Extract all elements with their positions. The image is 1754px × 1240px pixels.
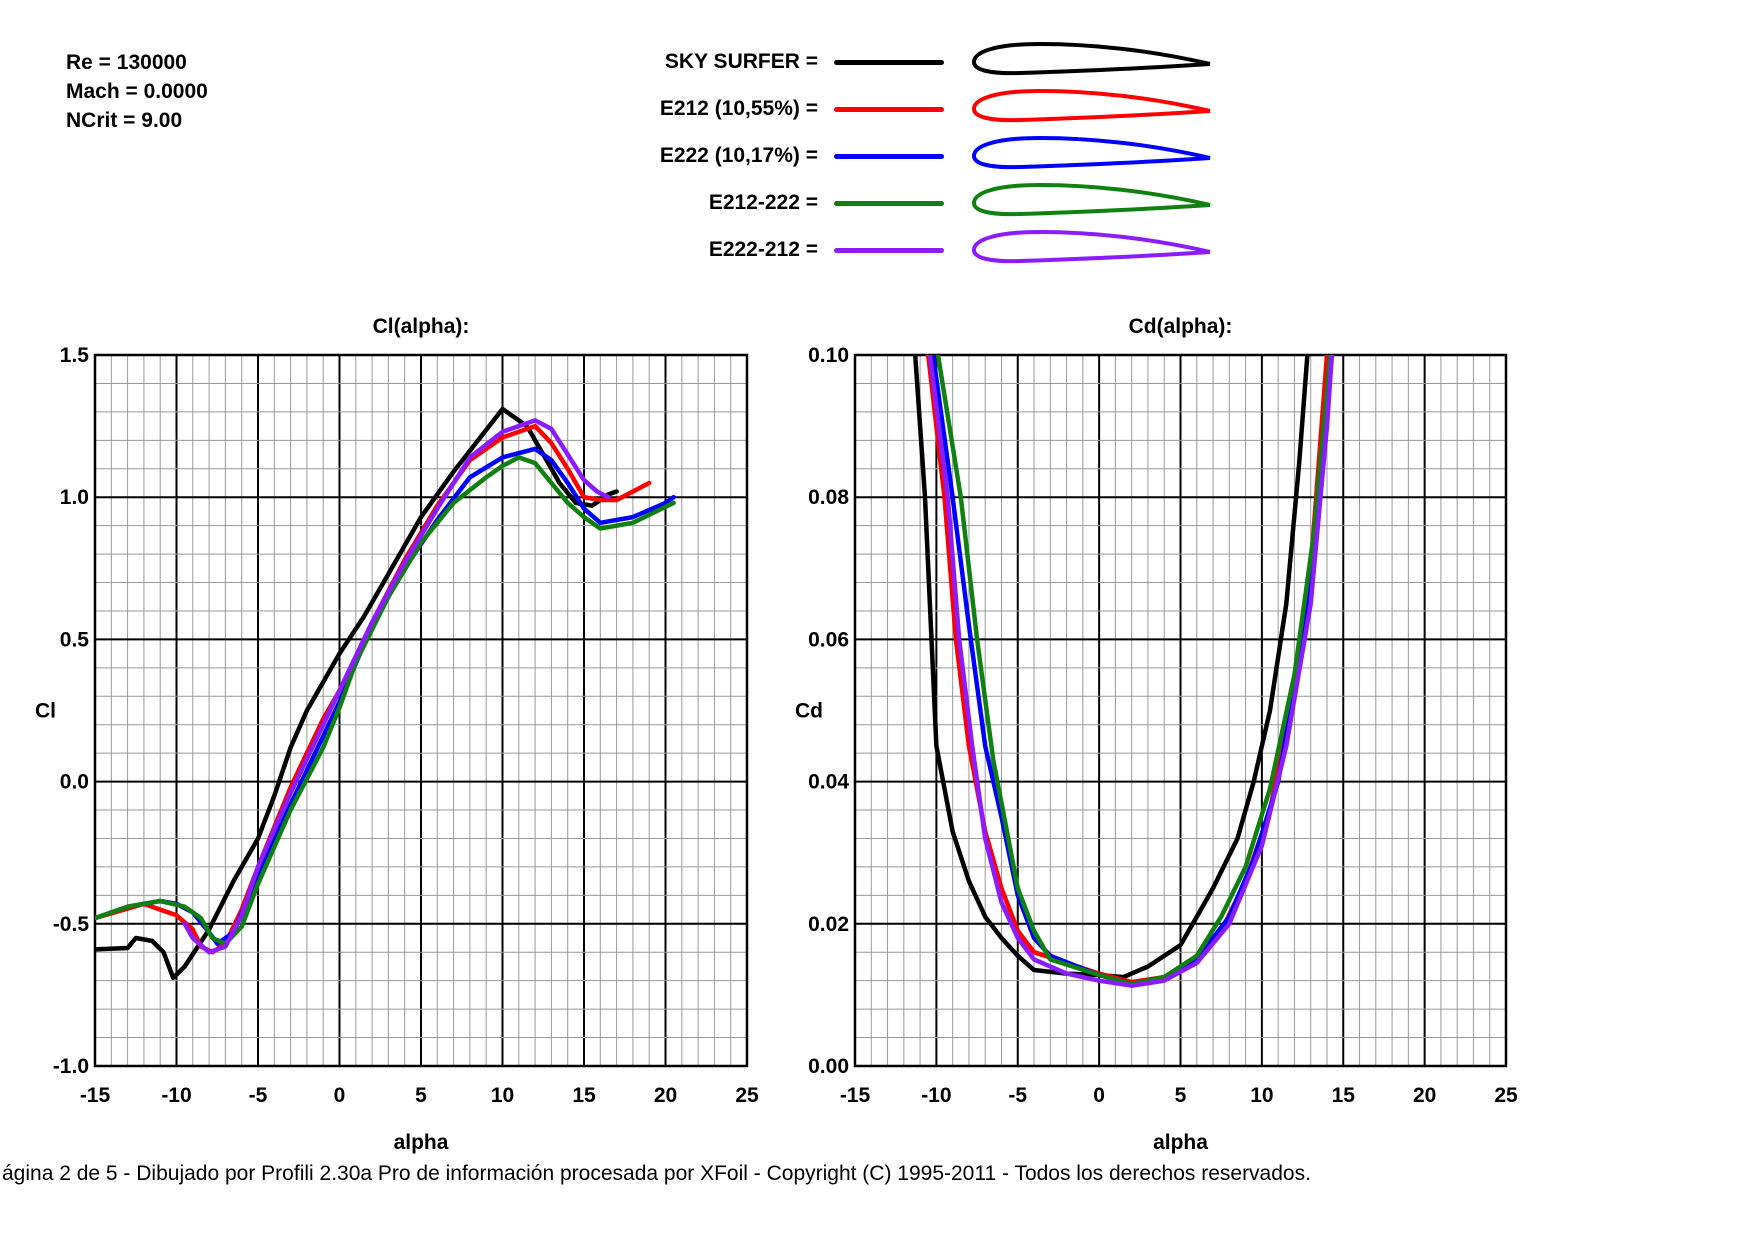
x-tick-label: 0	[1093, 1084, 1105, 1107]
y-tick-label: 0.08	[808, 486, 849, 509]
cl-alpha-chart: -15 -10 -5 0 5 10 15 20 25 1.5 1.0 0.5 0.0 -0.5 -1.0 Cl…	[35, 315, 759, 1154]
chart-title: Cl(alpha):	[373, 315, 470, 338]
y-tick-label: 1.0	[60, 486, 89, 509]
legend-label: E212-222 =	[708, 191, 818, 214]
run-parameters: Re = 130000 Mach = 0.0000 NCrit = 9.00	[66, 48, 208, 135]
airfoil-profile-icon	[971, 230, 1211, 264]
legend-line-swatch	[834, 248, 944, 253]
x-tick-label: -10	[921, 1084, 951, 1107]
legend-line-swatch	[834, 154, 944, 159]
airfoil-profile-icon	[971, 136, 1211, 170]
y-tick-label: 0.5	[60, 628, 90, 651]
legend-label: E212 (10,55%) =	[659, 97, 818, 120]
legend-line-swatch	[834, 107, 944, 112]
mach-number: Mach = 0.0000	[66, 80, 208, 103]
x-tick-label: 10	[1250, 1084, 1273, 1107]
airfoil-profile-icon	[971, 42, 1211, 76]
cd-alpha-chart: -15 -10 -5 0 5 10 15 20 25 0.10 0.08 0.06 0.04 0.02 0.…	[795, 315, 1518, 1154]
x-tick-label: 25	[735, 1084, 759, 1107]
airfoil-profile-icon	[971, 89, 1211, 123]
legend-entry: SKY SURFER =	[560, 42, 1260, 82]
y-tick-label: -1.0	[53, 1055, 89, 1078]
series-line-e212-222	[935, 355, 1333, 987]
x-tick-label: 5	[1175, 1084, 1187, 1107]
reynolds-number: Re = 130000	[66, 51, 187, 74]
plot-frame	[93, 353, 749, 1068]
legend-entry: E222-212 =	[560, 230, 1260, 270]
legend-entry: E212 (10,55%) =	[560, 89, 1260, 129]
y-tick-label: -0.5	[53, 913, 90, 936]
legend-entry: E212-222 =	[560, 183, 1260, 223]
y-tick-label: 1.5	[60, 344, 90, 367]
legend-entry: E222 (10,17%) =	[560, 136, 1260, 176]
series-line-e212-222	[95, 455, 676, 946]
y-tick-label: 0.00	[808, 1055, 849, 1078]
y-axis-label: Cl	[35, 700, 56, 723]
x-axis-label: alpha	[1153, 1131, 1208, 1154]
series-line-e222-212	[927, 355, 1335, 988]
x-tick-label: -10	[161, 1084, 191, 1107]
plot-frame	[853, 353, 1508, 1068]
x-tick-label: -15	[80, 1084, 111, 1107]
x-tick-label: 20	[654, 1084, 677, 1107]
legend-label: E222-212 =	[708, 238, 818, 261]
y-axis-label: Cd	[795, 700, 823, 723]
x-tick-label: 15	[572, 1084, 596, 1107]
series-line-e212	[925, 355, 1330, 985]
x-tick-label: 20	[1413, 1084, 1436, 1107]
x-tick-label: 15	[1332, 1084, 1356, 1107]
y-tick-label: 0.06	[808, 628, 849, 651]
x-tick-label: 0	[334, 1084, 346, 1107]
x-tick-label: 10	[491, 1084, 514, 1107]
series-line-sky	[95, 406, 619, 981]
x-tick-label: 25	[1494, 1084, 1518, 1107]
ncrit-value: NCrit = 9.00	[66, 109, 183, 132]
footer-text: ágina 2 de 5 - Dibujado por Profili 2.30…	[2, 1162, 1311, 1185]
airfoil-profile-icon	[971, 183, 1211, 217]
y-tick-label: 0.10	[808, 344, 849, 367]
y-tick-label: 0.02	[808, 913, 849, 936]
x-tick-label: -5	[249, 1084, 268, 1107]
x-tick-label: 5	[415, 1084, 427, 1107]
y-tick-label: 0.04	[808, 771, 849, 794]
chart-title: Cd(alpha):	[1129, 315, 1233, 338]
y-tick-label: 0.0	[60, 771, 89, 794]
x-axis-label: alpha	[394, 1131, 449, 1154]
legend-line-swatch	[834, 60, 944, 65]
series-line-e222-212	[182, 418, 611, 955]
x-tick-label: -5	[1008, 1084, 1027, 1107]
legend-label: SKY SURFER =	[664, 50, 818, 73]
legend-label: E222 (10,17%) =	[659, 144, 818, 167]
legend-line-swatch	[834, 201, 944, 206]
x-tick-label: -15	[840, 1084, 871, 1107]
